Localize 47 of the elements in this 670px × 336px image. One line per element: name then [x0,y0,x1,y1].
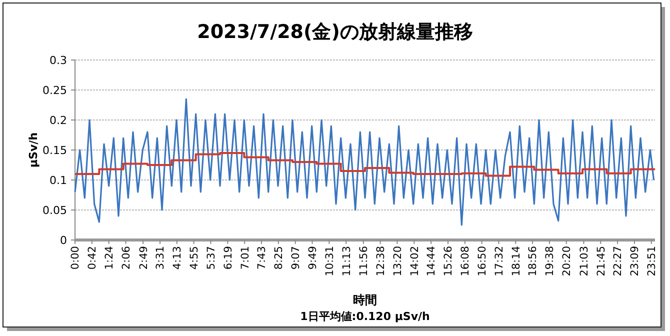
x-tick-label: 15:26 [442,246,455,276]
x-tick-label: 21:45 [595,246,608,276]
x-tick-label: 9:07 [290,246,302,270]
chart-title: 2023/7/28(金)の放射線量推移 [197,21,473,43]
x-tick-label: 17:32 [493,246,506,276]
text: 1日平均値:0.120 μSv/h [300,310,430,323]
x-tick-label: 23:51 [646,246,658,276]
x-tick-label: 9:49 [306,246,319,270]
line-series [74,98,655,226]
x-tick-label: 8:25 [273,246,286,270]
x-tick-label: 21:03 [578,246,590,276]
x-tick-label: 11:56 [358,246,370,276]
x-axis-title: 時間 [353,293,377,307]
y-tick-label: 0.2 [50,114,67,127]
x-tick-label: 11:13 [340,246,353,276]
x-tick-label: 7:43 [256,246,268,270]
x-tick-label: 18:14 [510,246,522,276]
x-tick-label: 16:08 [460,246,472,276]
x-tick-label: 6:19 [222,246,234,270]
x-tick-label: 5:37 [205,246,218,270]
y-tick-label: 0.25 [42,84,67,97]
x-tick-label: 0:42 [86,246,99,270]
x-tick-label: 10:31 [324,246,336,276]
x-tick-label: 22:27 [612,246,624,276]
x-tick-label: 23:09 [629,246,642,276]
x-tick-label: 3:31 [154,246,167,270]
x-tick-label: 13:20 [392,246,404,276]
x-tick-label: 2:06 [120,246,132,270]
y-tick-label: 0.3 [50,54,67,67]
y-tick-label: 0.15 [42,144,67,157]
x-tick-label: 7:01 [239,246,252,270]
x-tick-label: 4:55 [188,246,201,270]
x-tick-label: 4:13 [172,246,184,270]
x-tick-label: 2:49 [138,246,150,270]
y-axis-title: μSv/h [27,132,40,168]
y-tick-label: 0.05 [42,204,67,217]
x-tick-label: 14:02 [408,246,421,276]
y-tick-label: 0 [60,234,67,247]
x-tick-label: 1:24 [104,246,116,270]
x-tick-label: 14:44 [426,246,438,276]
x-tick-label: 18:56 [527,246,540,276]
x-tick-label: 0:00 [70,246,82,270]
x-tick-label: 19:38 [544,246,556,276]
y-tick-label: 0.1 [50,174,67,187]
x-tick-label: 12:38 [374,246,387,276]
x-tick-label: 16:50 [476,246,488,276]
x-tick-label: 20:20 [561,246,574,276]
